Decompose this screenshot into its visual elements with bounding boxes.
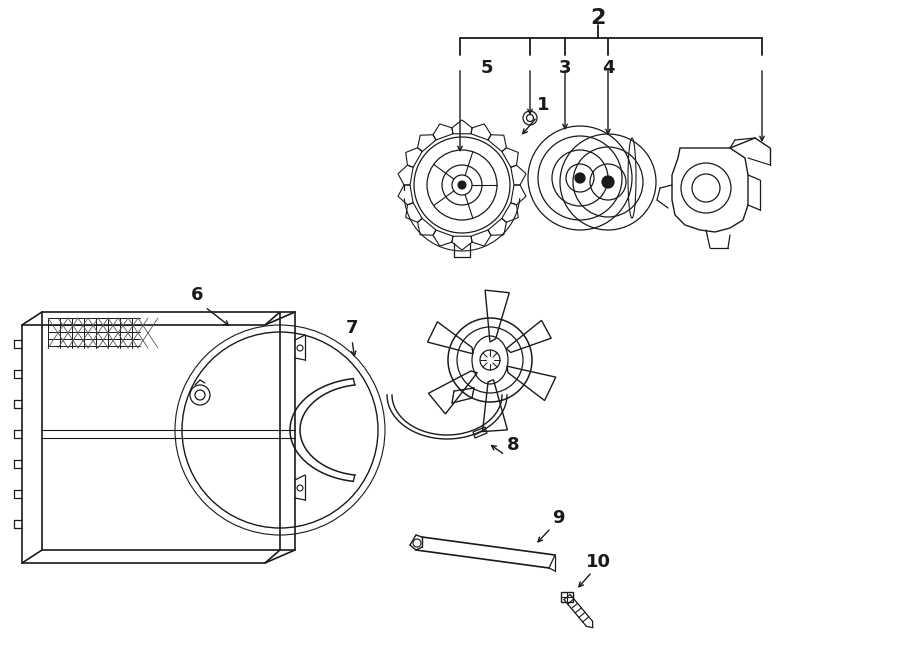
Text: 5: 5: [481, 59, 493, 77]
Text: 9: 9: [552, 509, 564, 527]
Text: 4: 4: [602, 59, 614, 77]
Text: 1: 1: [536, 96, 549, 114]
Text: 2: 2: [590, 8, 606, 28]
Text: 3: 3: [559, 59, 572, 77]
Circle shape: [602, 176, 614, 188]
Circle shape: [458, 181, 466, 189]
Text: 8: 8: [507, 436, 519, 454]
Text: 6: 6: [191, 286, 203, 304]
Circle shape: [575, 173, 585, 183]
Text: 7: 7: [346, 319, 358, 337]
Text: 10: 10: [586, 553, 610, 571]
